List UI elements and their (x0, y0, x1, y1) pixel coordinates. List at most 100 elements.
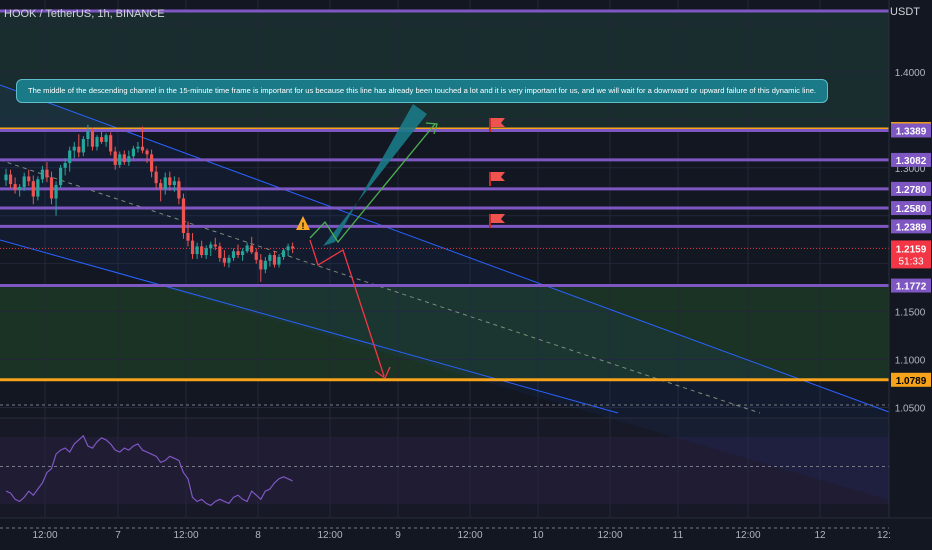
price-tick-label: 1.3000 (895, 164, 926, 175)
time-axis: 12:00 7 12:00 8 12:00 9 12:00 10 12:00 11 12:00 12 1… (0, 517, 932, 541)
price-level-badge (891, 219, 931, 234)
bear-candle (99, 137, 104, 142)
bear-candle (154, 171, 158, 184)
bull-candle (104, 135, 108, 142)
bear-candle (109, 135, 113, 152)
drawings-layer[interactable]: ! (0, 9, 890, 500)
bear-candle (291, 246, 295, 249)
bull-candle (131, 148, 135, 157)
bear-candle (190, 240, 195, 255)
bull-candle (277, 256, 281, 265)
time-tick-label: 12:00 (457, 530, 482, 541)
bear-candle (8, 174, 13, 185)
bull-candle (118, 154, 122, 165)
price-level-badge (891, 201, 931, 216)
grid-layer (0, 0, 889, 518)
bear-candle (186, 232, 190, 241)
bear-candle (200, 246, 204, 256)
flag-icon (491, 172, 505, 181)
flag-icon-pole (489, 172, 491, 186)
warning-icon-mark: ! (302, 221, 305, 231)
bull-candle (86, 131, 90, 140)
bear-candle (27, 176, 31, 182)
flag-icon (491, 118, 505, 127)
last-price-badge (891, 240, 931, 269)
candle-countdown: 51:33 (898, 256, 923, 267)
price-level-badge (891, 181, 931, 196)
time-tick-label: 10 (532, 530, 544, 541)
warning-icon (296, 216, 310, 230)
currency-unit-label: USDT (890, 6, 920, 18)
bull-candle (18, 186, 22, 190)
price-level-label: 1.3389 (896, 126, 927, 137)
time-tick-label: 11 (673, 530, 684, 541)
bull-candle (4, 174, 8, 181)
symbol-title: HOOK / TetherUS, 1h, BINANCE (4, 8, 165, 20)
bear-candle (49, 177, 54, 199)
bear-candle (31, 181, 35, 197)
time-tick-label: 7 (115, 530, 121, 541)
price-level-badge (891, 123, 931, 138)
time-tick-label: 12:00 (173, 530, 198, 541)
bullish-arrowhead (425, 122, 438, 135)
bull-candle (195, 246, 199, 255)
bull-candle (268, 255, 272, 261)
callout-pointer (323, 104, 427, 246)
bear-candle (145, 150, 149, 155)
bullish-scenario-arrow (309, 123, 436, 244)
price-level-badge (891, 372, 931, 387)
price-tick-label: 1.0500 (895, 403, 926, 414)
rsi-band (0, 437, 889, 504)
bear-candle (113, 151, 117, 165)
bear-candle (77, 146, 81, 153)
price-tick-label: 1.4000 (895, 68, 926, 79)
bull-candle (245, 245, 249, 252)
price-level-label: 1.2780 (896, 185, 927, 196)
bull-candle (68, 150, 72, 163)
bull-candle (63, 162, 67, 168)
bull-candle (286, 246, 290, 251)
bear-candle (45, 169, 49, 178)
price-level-label: 1.1772 (896, 282, 927, 293)
candles-layer (4, 124, 295, 282)
bull-candle (172, 181, 176, 186)
price-tick-label: 1.1500 (895, 308, 926, 319)
bull-candle (36, 179, 40, 197)
time-tick-label: 9 (395, 530, 401, 541)
bull-candle (136, 146, 140, 149)
time-tick-label: 12:00 (32, 530, 57, 541)
bull-candle (263, 260, 267, 270)
analysis-annotation[interactable]: The middle of the descending channel in … (16, 79, 828, 103)
bull-candle (59, 167, 63, 186)
bear-candle (177, 181, 181, 199)
bear-candle (150, 154, 154, 172)
bull-candle (231, 251, 236, 258)
upper-zone-shade (0, 11, 889, 130)
last-price-label: 1.2159 (896, 244, 927, 255)
channel-lower-line (0, 239, 619, 414)
bull-candle (22, 176, 26, 187)
bear-candle (159, 183, 163, 189)
bear-candle (168, 177, 172, 186)
bear-candle (254, 252, 258, 260)
rsi-line (5, 434, 293, 507)
bull-candle (209, 244, 213, 249)
bear-candle (90, 131, 95, 147)
bearish-scenario-arrow (309, 239, 385, 377)
bear-candle (272, 255, 277, 265)
flag-icon-pole (489, 118, 491, 132)
bull-candle (81, 139, 85, 153)
time-tick-label: 12:00 (317, 530, 342, 541)
bear-candle (140, 146, 145, 151)
price-level-badge (891, 152, 931, 167)
flag-icon-pole (489, 214, 491, 228)
bull-candle (127, 156, 131, 163)
bull-candle (40, 169, 44, 180)
time-tick-label: 8 (255, 530, 261, 541)
price-level-label: 1.2580 (896, 204, 927, 215)
bull-candle (227, 257, 231, 263)
bear-candle (181, 198, 186, 233)
price-level-badge (891, 278, 931, 293)
flag-icon (491, 214, 505, 223)
